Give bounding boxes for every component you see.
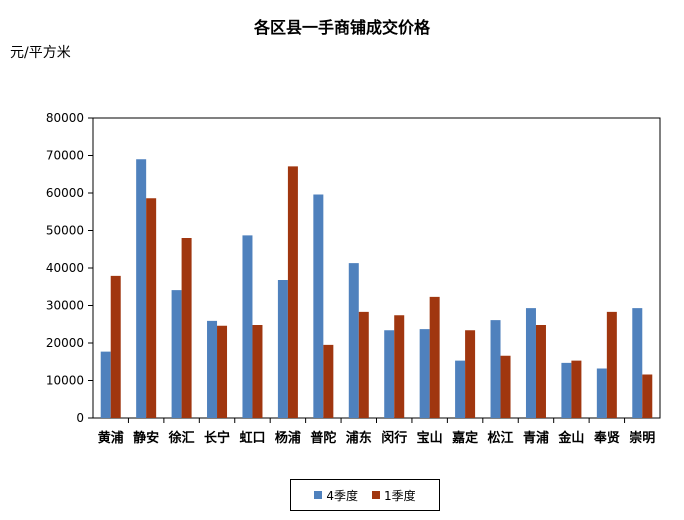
x-tick-label: 金山 <box>557 430 584 446</box>
y-tick-label: 40000 <box>46 261 84 275</box>
chart-title: 各区县一手商铺成交价格 <box>253 18 430 37</box>
y-axis: 0 10000 20000 30000 40000 50000 60000 70000 8000… <box>46 111 93 425</box>
x-tick-label: 浦东 <box>346 430 372 446</box>
y-tick-label: 10000 <box>46 374 84 388</box>
y-tick-label: 20000 <box>46 336 84 350</box>
y-tick-label: 70000 <box>46 149 84 163</box>
legend: 4季度 1季度 <box>290 479 440 511</box>
x-tick-label: 杨浦 <box>275 430 301 446</box>
bar-series-1 <box>561 362 572 418</box>
bar-series-1 <box>455 360 466 418</box>
bar-series-1 <box>136 159 147 418</box>
bar-series-2 <box>642 374 653 418</box>
x-tick-label: 闵行 <box>381 430 407 446</box>
legend-swatch-series-2 <box>372 491 380 499</box>
bar-series-1 <box>277 280 288 418</box>
bar-series-2 <box>394 315 405 418</box>
x-tick-label: 长宁 <box>204 430 230 446</box>
bar-series-2 <box>500 355 511 418</box>
bar-series-1 <box>242 235 253 418</box>
legend-entry-series-1: 4季度 <box>314 487 358 504</box>
x-tick-label: 宝山 <box>417 430 443 446</box>
legend-swatch-series-1 <box>314 491 323 499</box>
bar-series-2 <box>358 311 369 418</box>
bar-series-1 <box>384 330 395 418</box>
x-tick-label: 徐汇 <box>168 430 195 446</box>
y-tick-label: 80000 <box>46 111 84 125</box>
bar-series-1 <box>100 351 111 418</box>
y-tick-label: 50000 <box>46 224 84 238</box>
bar-series-1 <box>419 329 430 418</box>
legend-entry-series-2: 1季度 <box>372 487 416 504</box>
bar-series-1 <box>525 308 536 418</box>
bar-series-1 <box>490 320 501 418</box>
y-tick-label: 60000 <box>46 186 84 200</box>
x-tick-label: 普陀 <box>310 430 336 446</box>
x-tick-label: 松江 <box>488 430 514 446</box>
bar-series-1 <box>171 290 182 418</box>
y-axis-unit-label: 元/平方米 <box>10 45 71 61</box>
bar-series-2 <box>146 198 157 418</box>
bar-series-1 <box>348 263 359 418</box>
y-tick-label: 30000 <box>46 299 84 313</box>
bar-series-2 <box>571 360 582 418</box>
bar-series-2 <box>217 325 228 418</box>
bar-series-1 <box>632 308 643 418</box>
bar-series-2 <box>606 311 617 418</box>
bars <box>100 159 653 418</box>
y-tick-label: 0 <box>76 411 84 425</box>
x-tick-label: 静安 <box>133 430 159 446</box>
x-tick-label: 虹口 <box>239 430 265 446</box>
bar-series-2 <box>110 275 121 418</box>
bar-series-2 <box>323 344 334 418</box>
bar-series-2 <box>535 325 546 418</box>
x-tick-label: 黄浦 <box>98 430 124 446</box>
legend-label-series-1: 4季度 <box>326 488 358 503</box>
bar-series-1 <box>313 194 324 418</box>
legend-label-series-2: 1季度 <box>384 488 416 503</box>
x-tick-label: 嘉定 <box>451 430 478 446</box>
bar-series-2 <box>429 296 440 418</box>
bar-series-1 <box>207 320 218 418</box>
bar-series-1 <box>596 368 607 418</box>
bar-series-2 <box>465 330 476 418</box>
x-axis: 黄浦 静安 徐汇 长宁 虹口 杨浦 普陀 浦东 闵行 宝山 嘉定 松江 青浦 金山 奉贤 崇明 <box>98 418 655 446</box>
x-tick-label: 青浦 <box>523 430 549 446</box>
bar-series-2 <box>252 325 263 418</box>
x-tick-label: 奉贤 <box>593 430 620 446</box>
bar-series-2 <box>287 166 298 418</box>
bar-series-2 <box>181 238 192 418</box>
x-tick-label: 崇明 <box>629 430 655 446</box>
